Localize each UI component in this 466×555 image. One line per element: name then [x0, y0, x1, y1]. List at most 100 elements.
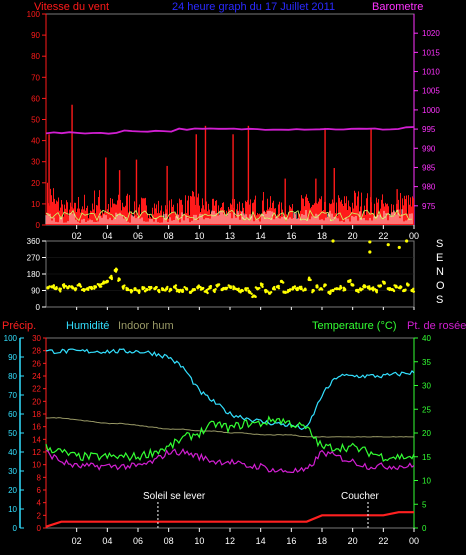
direction-point-fill — [108, 276, 112, 279]
direction-point-fill — [294, 287, 298, 290]
precip-ytick-label: 22 — [32, 385, 41, 394]
baro-ytick-label: 995 — [422, 125, 436, 134]
direction-point-fill — [196, 287, 199, 290]
direction-point-fill — [123, 284, 126, 287]
humidity-ytick-label: 30 — [8, 467, 17, 476]
direction-point-fill — [323, 283, 326, 287]
direction-point-fill — [281, 280, 284, 284]
precip-ytick-label: 28 — [32, 347, 41, 356]
direction-point-fill — [185, 288, 189, 291]
direction-point-fill — [178, 290, 181, 294]
direction-point-fill — [52, 284, 55, 287]
humidity-ytick-label: 50 — [8, 429, 17, 438]
direction-point-fill — [291, 288, 295, 291]
direction-point-fill — [229, 286, 233, 290]
wind-ytick-label: 0 — [36, 221, 41, 230]
direction-point-fill — [175, 290, 179, 293]
direction-point-fill — [62, 286, 66, 289]
direction-point-fill — [117, 277, 121, 280]
temp-ytick-label: 0 — [422, 524, 427, 533]
precip-ytick-label: 4 — [37, 499, 42, 508]
direction-point-fill — [298, 285, 302, 289]
direction-point-fill — [357, 290, 360, 294]
direction-point-fill — [256, 287, 259, 291]
direction-outlier — [386, 243, 390, 247]
direction-point-fill — [412, 287, 415, 291]
direction-point-fill — [154, 287, 157, 290]
direction-point-fill — [117, 279, 120, 282]
wind-xtick-label: 02 — [72, 231, 82, 241]
baro-ytick-label: 1010 — [422, 68, 440, 77]
direction-point-fill — [82, 289, 86, 293]
barometer-line — [45, 126, 415, 135]
direction-point-fill — [102, 280, 105, 283]
precip-ytick-label: 26 — [32, 359, 41, 368]
direction-point-fill — [266, 290, 269, 293]
direction-point-fill — [62, 283, 66, 286]
direction-point-fill — [93, 285, 96, 288]
direction-point-fill — [366, 285, 369, 289]
wind-xtick-label: 14 — [256, 231, 266, 241]
direction-ytick-label: 360 — [27, 237, 41, 246]
direction-point-fill — [224, 286, 228, 290]
direction-point-fill — [282, 291, 285, 294]
baro-ytick-label: 1005 — [422, 87, 440, 96]
wind-direction-trace — [45, 209, 413, 222]
baro-ytick-label: 1000 — [422, 106, 440, 115]
direction-point-fill — [80, 288, 84, 292]
direction-point-fill — [68, 285, 71, 288]
direction-point-fill — [288, 288, 292, 291]
direction-point-fill — [239, 289, 242, 292]
direction-point-fill — [191, 288, 195, 291]
dew-point-label: Pt. de rosée — [407, 320, 466, 332]
direction-point-fill — [197, 284, 200, 287]
wind-ytick-label: 20 — [31, 179, 40, 188]
direction-point-fill — [401, 289, 405, 293]
direction-point-fill — [258, 286, 261, 290]
direction-point-fill — [373, 287, 377, 291]
direction-point-fill — [329, 289, 333, 292]
direction-point-fill — [206, 291, 209, 295]
baro-ytick-label: 980 — [422, 183, 436, 192]
direction-point-fill — [48, 285, 51, 288]
direction-point-fill — [64, 284, 68, 288]
direction-point-fill — [76, 284, 79, 287]
humidity-label: Humidité — [66, 320, 110, 332]
direction-point-fill — [315, 284, 319, 287]
direction-point-fill — [53, 287, 56, 290]
direction-point-fill — [392, 288, 395, 292]
temp-xtick-label: 04 — [102, 536, 112, 546]
wind-ytick-label: 30 — [31, 158, 40, 167]
temp-xtick-label: 12 — [225, 536, 235, 546]
direction-point-fill — [114, 270, 118, 273]
precipitation-line — [45, 511, 414, 528]
direction-point-fill — [138, 289, 141, 292]
direction-point-fill — [202, 286, 205, 290]
direction-point-fill — [320, 287, 323, 291]
wind-xtick-label: 08 — [164, 231, 174, 241]
direction-point-fill — [254, 295, 257, 299]
direction-point-fill — [78, 282, 81, 286]
direction-point-fill — [277, 287, 281, 290]
direction-point-fill — [189, 291, 192, 294]
sunrise-label: Soleil se lever — [143, 491, 206, 502]
direction-point-fill — [100, 282, 103, 286]
direction-point-fill — [169, 288, 173, 292]
direction-point-fill — [338, 288, 341, 291]
temperature-label: Temperature (°C) — [312, 320, 397, 332]
compass-e: E — [436, 252, 444, 264]
baro-ytick-label: 1015 — [422, 48, 440, 57]
direction-point-fill — [137, 291, 141, 295]
compass-s-bottom: S — [436, 294, 444, 306]
direction-point-fill — [362, 284, 366, 287]
direction-point-fill — [110, 274, 113, 278]
direction-outlier — [368, 240, 372, 244]
direction-point-fill — [273, 285, 276, 289]
baro-ytick-label: 990 — [422, 144, 436, 153]
compass-s-top: S — [436, 238, 444, 250]
wind-ytick-label: 50 — [31, 116, 40, 125]
direction-point-fill — [381, 280, 385, 283]
direction-point-fill — [160, 287, 164, 290]
direction-point-fill — [232, 287, 235, 291]
